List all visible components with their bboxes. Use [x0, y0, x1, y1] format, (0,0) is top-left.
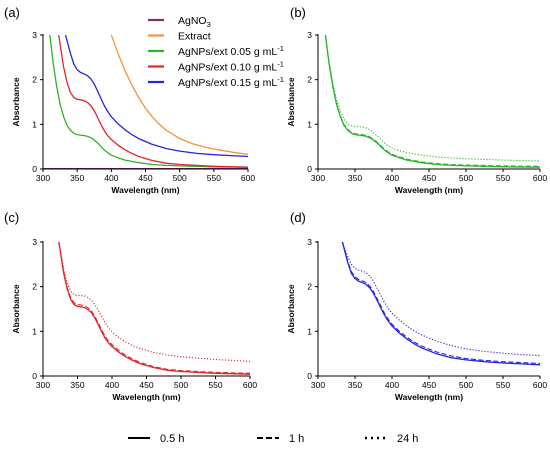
x-tick-label: 350 — [348, 173, 362, 183]
y-tick-label: 2 — [307, 75, 312, 85]
x-tick-label: 350 — [348, 380, 362, 390]
series-line — [324, 34, 541, 167]
series-line — [341, 241, 541, 366]
x-tick-label: 400 — [385, 173, 399, 183]
y-tick-label: 1 — [32, 119, 37, 129]
panel-label: (c) — [4, 210, 19, 225]
time-legend-label: 0.5 h — [160, 433, 184, 445]
x-tick-label: 350 — [70, 380, 84, 390]
series-line — [341, 241, 541, 365]
x-tick-label: 300 — [36, 173, 50, 183]
x-tick-label: 300 — [311, 380, 325, 390]
x-tick-label: 400 — [104, 173, 118, 183]
y-tick-label: 0 — [307, 371, 312, 381]
x-tick-label: 400 — [105, 380, 119, 390]
series-line — [58, 241, 251, 362]
y-tick-label: 2 — [307, 282, 312, 292]
legend-label: AgNO3 — [178, 15, 211, 29]
time-legend-label: 24 h — [397, 433, 418, 445]
chart-panel-1: (a) 300 350 400 450 500 550 600 0 1 2 3 Wavelength (… — [4, 5, 284, 195]
y-tick-label: 1 — [32, 326, 37, 336]
x-tick-label: 450 — [422, 173, 436, 183]
x-tick-label: 600 — [533, 173, 547, 183]
series-line — [341, 241, 541, 357]
x-tick-label: 450 — [422, 380, 436, 390]
y-tick-label: 3 — [307, 237, 312, 247]
y-tick-label: 2 — [32, 75, 37, 85]
x-tick-label: 550 — [207, 173, 221, 183]
panel-label: (d) — [290, 210, 306, 225]
y-axis-title: Absorbance — [11, 77, 21, 126]
legend-label: AgNPs/ext 0.15 g mL-1 — [178, 75, 284, 89]
y-tick-label: 0 — [307, 164, 312, 174]
chart-panel-2: (b) 300 350 400 450 500 550 600 0 1 2 3 Wavelength (… — [286, 5, 547, 195]
y-tick-label: 1 — [307, 119, 312, 129]
series-line — [324, 34, 541, 162]
x-tick-label: 500 — [173, 173, 187, 183]
y-tick-label: 3 — [32, 30, 37, 40]
legend-label: AgNPs/ext 0.05 g mL-1 — [178, 44, 284, 58]
x-axis-title: Wavelength (nm) — [111, 185, 179, 195]
x-tick-label: 550 — [496, 173, 510, 183]
legend-label: Extract — [178, 31, 211, 43]
y-tick-label: 2 — [32, 282, 37, 292]
x-tick-label: 350 — [70, 173, 84, 183]
y-tick-label: 3 — [32, 237, 37, 247]
series-line — [58, 241, 251, 374]
series-line — [110, 34, 249, 155]
x-tick-label: 550 — [208, 380, 222, 390]
chart-panel-3: (c) 300 350 400 450 500 550 600 0 1 2 3 Wavelength (… — [4, 210, 257, 402]
x-tick-label: 450 — [139, 380, 153, 390]
time-legend: 0.5 h 1 h 24 h — [128, 433, 418, 445]
series-line — [49, 34, 249, 168]
x-axis-title: Wavelength (nm) — [395, 392, 463, 402]
y-tick-label: 1 — [307, 326, 312, 336]
x-tick-label: 500 — [459, 173, 473, 183]
chart-panel-4: (d) 300 350 400 450 500 550 600 0 1 2 3 Wavelength (… — [286, 210, 547, 402]
y-tick-label: 3 — [307, 30, 312, 40]
y-axis-title: Absorbance — [286, 77, 296, 126]
time-legend-label: 1 h — [289, 433, 304, 445]
x-tick-label: 500 — [459, 380, 473, 390]
x-tick-label: 300 — [36, 380, 50, 390]
x-tick-label: 600 — [241, 173, 255, 183]
panel-label: (a) — [4, 5, 20, 20]
x-tick-label: 550 — [496, 380, 510, 390]
x-tick-label: 450 — [138, 173, 152, 183]
y-axis-title: Absorbance — [286, 284, 296, 333]
x-tick-label: 600 — [533, 380, 547, 390]
legend-label: AgNPs/ext 0.10 g mL-1 — [178, 60, 284, 74]
x-tick-label: 500 — [174, 380, 188, 390]
y-axis-title: Absorbance — [11, 284, 21, 333]
series-line — [64, 34, 249, 158]
y-tick-label: 0 — [32, 164, 37, 174]
x-axis-title: Wavelength (nm) — [395, 185, 463, 195]
x-tick-label: 300 — [311, 173, 325, 183]
panel-label: (b) — [290, 5, 306, 20]
x-tick-label: 400 — [385, 380, 399, 390]
y-tick-label: 0 — [32, 371, 37, 381]
series-line — [58, 34, 249, 168]
series-line — [324, 34, 541, 168]
x-axis-title: Wavelength (nm) — [112, 392, 180, 402]
series-line — [58, 241, 251, 375]
x-tick-label: 600 — [243, 380, 257, 390]
